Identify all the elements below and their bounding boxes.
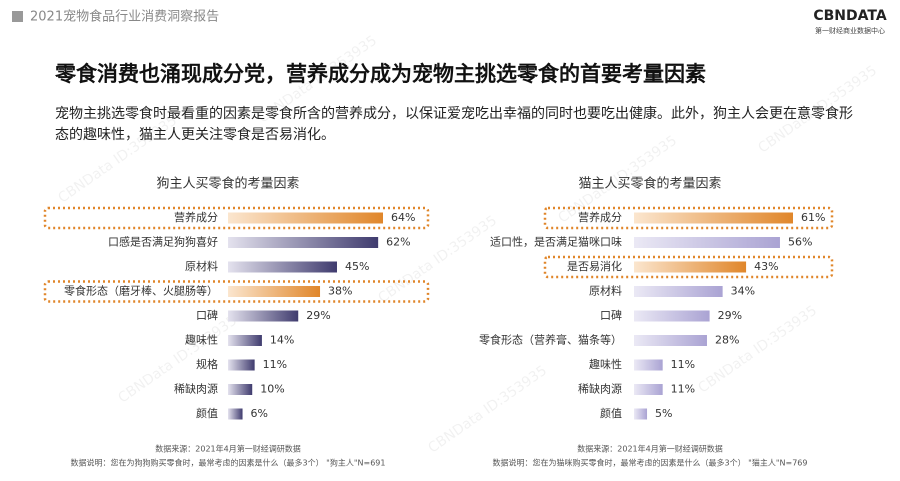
chart-title: 猫主人买零食的考量因素 bbox=[578, 176, 721, 192]
header-icon bbox=[12, 11, 23, 22]
category-label: 原材料 bbox=[185, 259, 218, 273]
category-label: 规格 bbox=[196, 357, 218, 371]
report-name: 2021宠物食品行业消费洞察报告 bbox=[30, 9, 219, 25]
value-label: 29% bbox=[718, 309, 742, 322]
source: 数据来源：2021年4月第一财经调研数据 bbox=[155, 444, 300, 454]
value-label: 28% bbox=[715, 334, 739, 347]
category-label: 零食形态（营养膏、猫条等） bbox=[479, 333, 622, 347]
value-label: 29% bbox=[306, 309, 330, 322]
bar bbox=[634, 359, 663, 371]
watermark: CBNData ID:353935 bbox=[695, 303, 820, 397]
bar bbox=[228, 408, 243, 420]
bar bbox=[634, 261, 747, 273]
logo-sub: 第一财经商业数据中心 bbox=[815, 26, 885, 35]
category-label: 营养成分 bbox=[578, 210, 622, 224]
value-label: 10% bbox=[260, 383, 284, 396]
highlight-box bbox=[543, 206, 834, 230]
category-label: 口感是否满足狗狗喜好 bbox=[108, 235, 218, 249]
bar bbox=[634, 384, 663, 395]
value-label: 11% bbox=[263, 358, 287, 371]
bar bbox=[634, 237, 780, 248]
value-label: 6% bbox=[251, 407, 268, 420]
category-label: 是否易消化 bbox=[567, 259, 622, 273]
note: 数据说明：您在为狗狗购买零食时，最常考虑的因素是什么（最多3个） "狗主人"N=… bbox=[71, 458, 386, 468]
bar bbox=[228, 237, 379, 248]
value-label: 34% bbox=[731, 285, 755, 298]
category-label: 口碑 bbox=[600, 309, 622, 322]
bar bbox=[228, 261, 337, 273]
category-label: 稀缺肉源 bbox=[174, 382, 218, 396]
watermark: CBNData ID:353935 bbox=[425, 363, 550, 457]
bar bbox=[634, 286, 723, 297]
value-label: 61% bbox=[801, 211, 825, 224]
value-label: 14% bbox=[270, 334, 294, 347]
category-label: 颜值 bbox=[196, 407, 218, 420]
page-title: 零食消费也涌现成分党，营养成分成为宠物主挑选零食的首要考量因素 bbox=[54, 62, 706, 86]
value-label: 62% bbox=[386, 236, 410, 249]
value-label: 11% bbox=[671, 358, 695, 371]
category-label: 稀缺肉源 bbox=[578, 382, 622, 396]
value-label: 56% bbox=[788, 236, 812, 249]
category-label: 原材料 bbox=[589, 284, 622, 298]
bar bbox=[634, 310, 710, 322]
bar bbox=[228, 359, 255, 371]
category-label: 营养成分 bbox=[174, 210, 218, 224]
highlight-box bbox=[543, 255, 834, 279]
value-label: 43% bbox=[754, 260, 778, 273]
category-label: 趣味性 bbox=[589, 357, 622, 371]
note: 数据说明：您在为猫咪购买零食时，最常考虑的因素是什么（最多3个） "猫主人"N=… bbox=[493, 458, 808, 468]
category-label: 适口性，是否满足猫咪口味 bbox=[490, 235, 622, 249]
chart-title: 狗主人买零食的考量因素 bbox=[156, 176, 299, 192]
value-label: 45% bbox=[345, 260, 369, 273]
bar bbox=[228, 212, 383, 224]
bar bbox=[228, 286, 321, 297]
bar bbox=[634, 335, 707, 346]
category-label: 趣味性 bbox=[185, 333, 218, 347]
bar bbox=[228, 335, 262, 346]
source: 数据来源：2021年4月第一财经调研数据 bbox=[577, 444, 722, 454]
bar bbox=[634, 408, 648, 420]
value-label: 5% bbox=[655, 407, 672, 420]
value-label: 38% bbox=[328, 285, 352, 298]
value-label: 64% bbox=[391, 211, 415, 224]
category-label: 口碑 bbox=[196, 309, 218, 322]
value-label: 11% bbox=[671, 383, 695, 396]
category-label: 颜值 bbox=[600, 407, 622, 420]
category-label: 零食形态（磨牙棒、火腿肠等） bbox=[64, 284, 218, 298]
subtitle: 宠物主挑选零食时最看重的因素是零食所含的营养成分，以保证爱宠吃出幸福的同时也要吃… bbox=[55, 106, 853, 143]
bar bbox=[228, 384, 253, 395]
logo: CBNDATA bbox=[813, 8, 886, 24]
bar bbox=[228, 310, 299, 322]
bar bbox=[634, 212, 793, 224]
